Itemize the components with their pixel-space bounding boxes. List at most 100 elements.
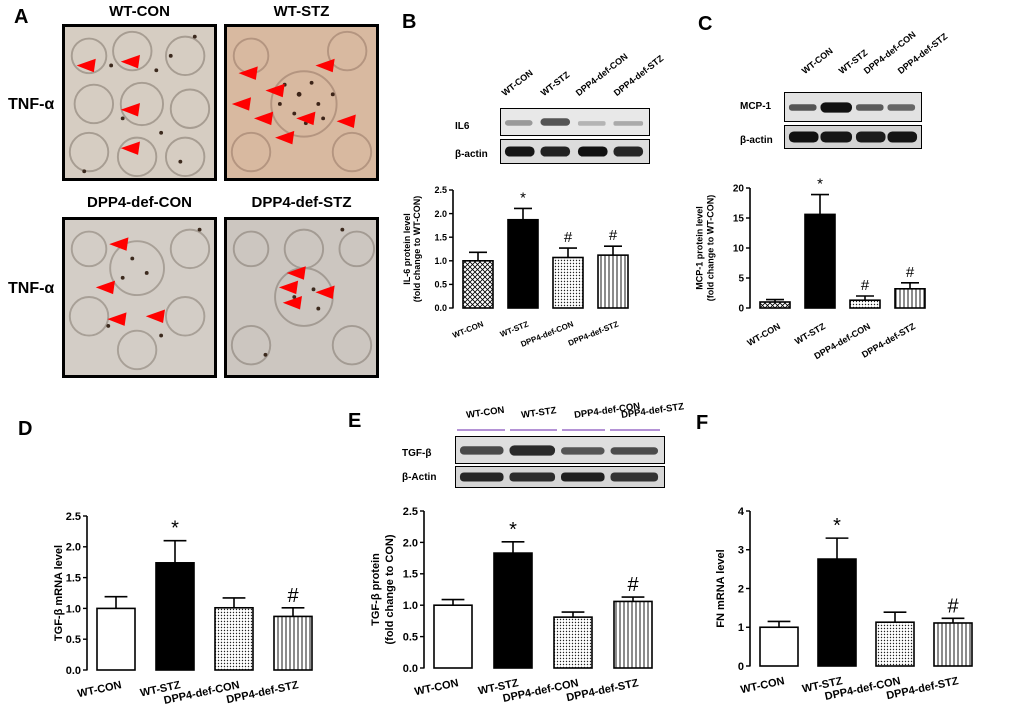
y-tick-label: 0.0 (66, 665, 81, 677)
micrograph-dpp4-def-stz (224, 217, 379, 378)
significance-mark: # (287, 585, 299, 607)
significance-mark: # (861, 277, 870, 294)
band-label-b-actin-b: β-actin (455, 149, 488, 160)
y-tick-label: 2.5 (403, 506, 418, 518)
group-title-dpp4-def-stz: DPP4-def-STZ (251, 194, 352, 211)
y-tick-label: 0.0 (403, 663, 418, 675)
y-tick-label: 1 (738, 622, 744, 634)
y-tick-label: 0.5 (66, 634, 81, 646)
bar (214, 606, 254, 671)
significance-mark: # (564, 229, 573, 246)
y-tick-label: 1.0 (403, 600, 418, 612)
band-label-b-actin-e: β-Actin (402, 472, 437, 483)
bar (613, 600, 653, 669)
panel-letter-d: D (18, 418, 33, 440)
y-axis-label: IL-6 protein level (402, 213, 412, 285)
bar (552, 256, 584, 309)
blot-b-actin-e (455, 466, 665, 488)
blot-b-actin-c (784, 125, 922, 149)
micrograph-wt-stz (224, 24, 379, 181)
y-tick-label: 2 (738, 583, 744, 595)
y-tick-label: 2.0 (66, 542, 81, 554)
band-label-il6: IL6 (455, 121, 470, 132)
y-tick-label: 0.5 (434, 280, 447, 290)
x-tick-label: WT-CON (76, 679, 122, 700)
group-title-dpp4-def-con: DPP4-def-CON (86, 194, 192, 211)
y-axis-label: MCP-1 protein level (695, 206, 705, 290)
bar (759, 626, 799, 667)
lane-label-c-1: WT-CON (799, 45, 835, 76)
significance-mark: * (817, 176, 823, 193)
chart-d: 0.0 0.5 1.0 1.5 2.0 2.5 TGF-β mRNA level WT-CON… (40, 500, 350, 721)
y-tick-label: 1.5 (66, 572, 81, 584)
bar (96, 607, 136, 671)
bar (155, 562, 195, 671)
y-axis-label: (fold change to WT-CON) (706, 195, 716, 301)
panel-letter-c: C (698, 13, 713, 35)
x-tick-label: WT-CON (745, 321, 782, 348)
significance-mark: * (520, 189, 526, 206)
significance-mark: # (627, 574, 639, 596)
lane-label-b-2: WT-STZ (538, 69, 572, 98)
lane-label-b-1: WT-CON (499, 67, 535, 98)
y-tick-label: 0 (738, 661, 744, 673)
micrograph-wt-con (62, 24, 217, 181)
y-axis-label: (fold change to CON) (384, 534, 396, 644)
y-tick-label: 1.0 (66, 603, 81, 615)
row-label-tnf-alpha-top: TNF-α (8, 96, 55, 113)
bar (933, 622, 973, 667)
y-tick-label: 0 (738, 304, 744, 315)
bar (817, 558, 857, 667)
chart-e: 0.0 0.5 1.0 1.5 2.0 2.5 TGF-β protein (fold cha… (370, 495, 690, 721)
y-axis-label: TGF-β protein (370, 553, 382, 626)
y-tick-label: 0.5 (403, 631, 418, 643)
y-tick-label: 2.0 (434, 209, 447, 219)
y-tick-label: 20 (733, 184, 745, 195)
band-label-tgf-beta: TGF-β (402, 448, 432, 459)
bar (597, 254, 629, 309)
group-title-wt-stz: WT-STZ (273, 3, 330, 20)
x-tick-label: WT-CON (413, 677, 459, 698)
x-tick-label: WT-CON (739, 675, 785, 696)
bar (433, 604, 473, 669)
panel-letter-b: B (402, 11, 417, 33)
y-tick-label: 3 (738, 545, 744, 557)
row-label-tnf-alpha-bottom: TNF-α (8, 280, 55, 297)
significance-mark: * (171, 518, 179, 540)
lane-label-e-2: WT-STZ (520, 405, 558, 421)
x-tick-label: WT-STZ (499, 319, 530, 339)
bar (553, 616, 593, 669)
y-tick-label: 2.0 (403, 537, 418, 549)
y-axis-label: (fold change to WT-CON) (412, 196, 422, 302)
panel-letter-f: F (696, 412, 709, 434)
significance-mark: # (906, 264, 915, 281)
y-axis-label: FN mRNA level (715, 549, 727, 627)
y-tick-label: 1.5 (434, 232, 447, 242)
y-tick-label: 2.5 (66, 511, 81, 523)
band-label-mcp1: MCP-1 (740, 101, 772, 112)
y-tick-label: 5 (738, 274, 744, 285)
x-tick-label: DPP4-def-STZ (567, 319, 620, 347)
x-tick-label: WT-STZ (793, 321, 827, 347)
group-title-wt-con: WT-CON (109, 3, 170, 20)
significance-mark: # (609, 227, 618, 244)
bar (894, 288, 926, 309)
y-tick-label: 1.5 (403, 569, 418, 581)
chart-b: 0.0 0.5 1.0 1.5 2.0 2.5 IL-6 protein level (fol… (395, 172, 655, 382)
lane-label-e-1: WT-CON (465, 404, 506, 421)
micrograph-dpp4-def-con (62, 217, 217, 378)
significance-mark: * (833, 515, 841, 537)
y-tick-label: 1.0 (434, 256, 447, 266)
panel-letter-a: A (14, 6, 29, 28)
bar (875, 621, 915, 667)
chart-c: 0 5 10 15 20 MCP-1 protein level (fold change … (690, 168, 950, 388)
chart-f: 0 1 2 3 4 FN mRNA level WT-CON * WT-STZ DPP4-def-… (700, 495, 1010, 721)
blot-tgf-beta (455, 436, 665, 464)
significance-mark: * (509, 519, 517, 541)
x-tick-label: WT-CON (451, 319, 485, 340)
bar (804, 213, 836, 309)
bar (759, 301, 791, 309)
bar (493, 552, 533, 669)
blot-mcp1 (784, 92, 922, 122)
y-tick-label: 0.0 (434, 303, 447, 313)
